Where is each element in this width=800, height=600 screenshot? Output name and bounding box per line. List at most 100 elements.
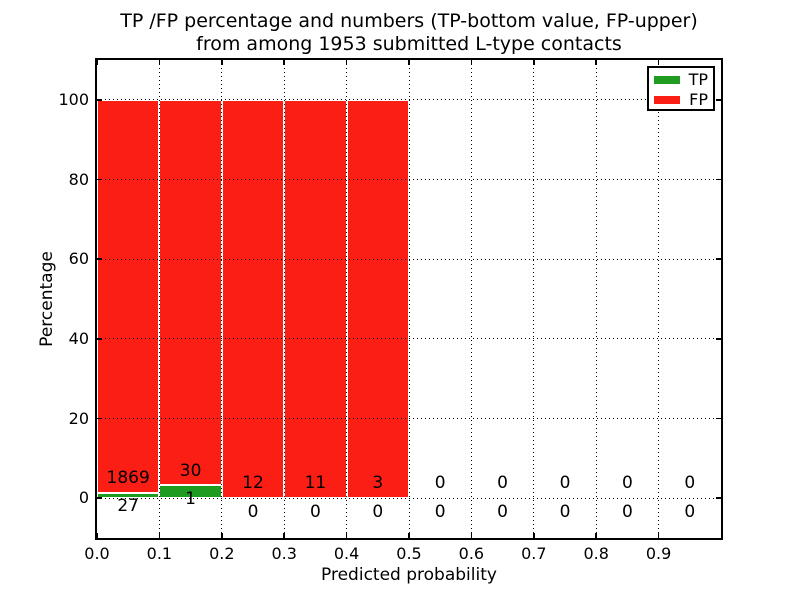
x-tick-label: 0.8 — [583, 544, 609, 563]
tp-count-label: 0 — [309, 502, 321, 523]
horizontal-gridline — [97, 179, 721, 180]
tp-count-label: 1 — [185, 489, 197, 510]
fp-count-label: 0 — [684, 473, 696, 494]
tp-count-label: 0 — [247, 502, 259, 523]
x-axis-tick-top — [221, 60, 223, 65]
legend-item-fp: FP — [654, 90, 708, 110]
x-axis-tick-top — [408, 60, 410, 65]
y-axis-tick-right — [716, 258, 721, 260]
fp-bar-0.2-0.3 — [221, 99, 285, 499]
vertical-gridline — [470, 60, 472, 538]
x-axis-tick — [533, 533, 535, 538]
fp-legend-label: FP — [689, 90, 708, 109]
y-axis-tick — [97, 99, 102, 101]
fp-count-label: 0 — [621, 473, 633, 494]
fp-count-label: 11 — [304, 473, 327, 494]
y-axis-tick-right — [716, 99, 721, 101]
chart-title-line2: from among 1953 submitted L-type contact… — [196, 33, 622, 55]
horizontal-gridline — [97, 497, 721, 499]
vertical-gridline — [533, 60, 535, 538]
y-axis-tick-right — [716, 338, 721, 340]
x-axis-tick — [221, 533, 223, 538]
tp-count-label: 0 — [372, 502, 384, 523]
x-tick-label: 0.7 — [521, 544, 547, 563]
x-axis-tick — [158, 533, 161, 538]
legend-item-tp: TP — [654, 70, 708, 90]
x-axis-tick — [408, 533, 410, 538]
fp-bar-0.0-0.1 — [97, 99, 160, 493]
fp-bar-0.3-0.4 — [284, 99, 347, 499]
chart-title-line1: TP /FP percentage and numbers (TP-bottom… — [120, 10, 698, 32]
x-tick-label: 0.0 — [84, 544, 110, 563]
fp-count-label: 30 — [179, 460, 202, 481]
vertical-gridline — [283, 60, 285, 538]
horizontal-gridline — [97, 338, 721, 340]
y-tick-label: 80 — [68, 169, 89, 189]
legend: TP FP — [647, 66, 715, 111]
fp-count-label: 0 — [497, 473, 509, 494]
tp-legend-label: TP — [688, 70, 708, 89]
tp-count-label: 0 — [621, 502, 633, 523]
tp-count-label: 0 — [559, 502, 571, 523]
y-axis-tick — [97, 178, 102, 181]
x-axis-tick-top — [158, 60, 161, 65]
fp-count-label: 3 — [372, 473, 384, 494]
x-tick-label: 0.3 — [271, 544, 297, 563]
y-tick-label: 60 — [68, 249, 89, 269]
x-axis-tick — [470, 533, 473, 538]
y-axis-tick-right — [716, 497, 721, 499]
y-tick-label: 100 — [58, 89, 89, 109]
y-axis-tick-right — [716, 178, 721, 181]
fp-count-label: 1869 — [106, 467, 150, 488]
chart-title: TP /FP percentage and numbers (TP-bottom… — [97, 10, 721, 56]
tp-count-label: 0 — [684, 502, 696, 523]
x-tick-label: 0.6 — [458, 544, 485, 563]
fp-count-label: 12 — [242, 473, 264, 494]
y-axis-tick — [97, 258, 102, 260]
x-tick-label: 0.5 — [396, 544, 422, 563]
x-tick-label: 0.4 — [333, 544, 360, 563]
tp-count-label: 27 — [117, 496, 140, 517]
x-axis-tick-top — [595, 60, 597, 65]
x-axis-tick-top — [96, 60, 98, 65]
y-axis-tick — [97, 338, 102, 340]
x-axis-tick — [96, 533, 98, 538]
horizontal-gridline — [97, 99, 721, 101]
fp-legend-swatch — [654, 96, 681, 104]
vertical-gridline — [346, 60, 348, 538]
y-axis-tick-right — [716, 417, 721, 420]
x-axis-tick-top — [657, 60, 660, 65]
x-axis-tick — [595, 533, 597, 538]
vertical-gridline — [408, 60, 410, 538]
x-tick-label: 0.2 — [209, 544, 235, 563]
tp-count-label: 0 — [497, 502, 509, 523]
y-tick-label: 40 — [68, 328, 89, 348]
x-axis-tick-top — [345, 60, 348, 65]
x-axis-tick — [283, 533, 285, 538]
fp-count-label: 0 — [559, 473, 571, 494]
vertical-gridline — [221, 60, 223, 538]
y-axis-tick — [97, 497, 102, 499]
x-axis-tick-top — [470, 60, 473, 65]
y-tick-label: 20 — [68, 408, 89, 428]
x-axis-tick-top — [533, 60, 535, 65]
x-axis-tick — [345, 533, 348, 538]
tp-count-label: 0 — [434, 502, 446, 523]
fp-bar-0.4-0.5 — [346, 99, 409, 499]
x-axis-tick — [657, 533, 660, 538]
horizontal-gridline — [97, 258, 721, 260]
fp-bar-0.1-0.2 — [159, 99, 222, 486]
vertical-gridline — [158, 60, 160, 538]
x-axis-tick-top — [283, 60, 285, 65]
x-axis-label: Predicted probability — [321, 565, 497, 585]
y-tick-label: 0 — [78, 488, 89, 508]
horizontal-gridline — [97, 418, 721, 419]
y-axis-tick — [97, 417, 102, 420]
vertical-gridline — [658, 60, 660, 538]
x-tick-label: 0.1 — [146, 544, 173, 563]
vertical-gridline — [595, 60, 597, 538]
x-tick-label: 0.9 — [645, 544, 672, 563]
fp-count-label: 0 — [434, 473, 446, 494]
tp-legend-swatch — [654, 76, 680, 84]
